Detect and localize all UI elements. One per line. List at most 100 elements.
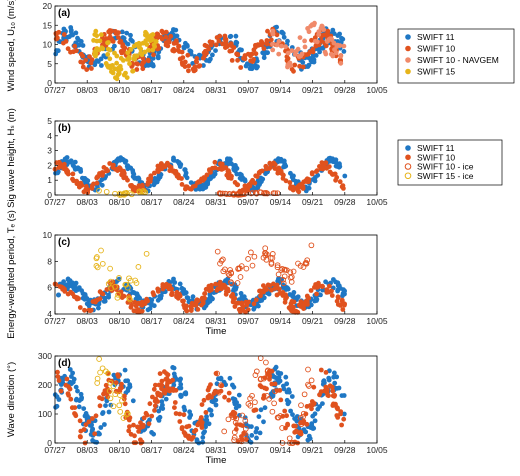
data-point: [218, 382, 224, 389]
data-point: [71, 49, 76, 55]
data-point: [257, 182, 262, 187]
data-point: [290, 294, 296, 299]
data-point: [150, 394, 155, 400]
data-point: [233, 426, 239, 432]
data-point: [181, 44, 187, 50]
data-point: [300, 64, 306, 70]
data-point: [279, 43, 284, 49]
data-point: [228, 33, 234, 39]
data-point: [92, 32, 98, 37]
data-point: [99, 63, 104, 68]
y-tick-label: 300: [38, 351, 52, 361]
data-point: [277, 413, 284, 419]
data-point: [326, 164, 332, 170]
data-point: [331, 374, 336, 380]
data-point: [303, 299, 309, 304]
data-point: [306, 383, 312, 389]
data-point: [277, 290, 283, 296]
data-point: [285, 50, 291, 56]
data-point: [236, 392, 242, 398]
legend-label: SWIFT 11: [417, 32, 455, 42]
data-point: [162, 164, 167, 169]
data-point: [160, 284, 166, 289]
data-point: [221, 166, 226, 172]
data-point: [313, 169, 319, 175]
data-point: [186, 68, 191, 74]
data-point: [248, 53, 253, 59]
data-point: [112, 50, 117, 56]
data-point: [214, 370, 220, 377]
data-point: [64, 376, 70, 382]
data-point: [199, 425, 205, 430]
data-point: [173, 38, 179, 44]
data-point: [171, 388, 176, 393]
data-point: [173, 27, 179, 33]
data-point: [128, 47, 134, 52]
data-point: [202, 429, 208, 434]
data-point: [88, 60, 94, 66]
data-point: [115, 166, 120, 172]
data-point: [81, 406, 87, 411]
data-point: [186, 436, 192, 441]
data-point: [288, 185, 294, 191]
data-point: [138, 50, 144, 56]
data-point: [68, 29, 74, 34]
data-point: [93, 413, 99, 419]
data-point: [112, 283, 118, 290]
data-point: [313, 43, 319, 49]
data-point: [131, 290, 137, 296]
data-point: [237, 47, 243, 53]
data-point: [270, 393, 276, 399]
x-tick-label: 08/03: [77, 85, 99, 95]
legend-marker: [405, 57, 411, 63]
data-point: [340, 307, 346, 312]
data-point: [58, 388, 64, 394]
data-point: [332, 380, 338, 386]
data-point: [269, 408, 276, 415]
data-point: [281, 383, 286, 389]
data-point: [301, 302, 307, 308]
data-point: [234, 51, 240, 57]
data-point: [105, 168, 111, 174]
data-point: [110, 70, 116, 76]
data-point: [213, 281, 219, 287]
data-point: [341, 416, 347, 422]
data-point: [149, 413, 155, 419]
data-point: [310, 413, 316, 419]
data-point: [124, 75, 130, 80]
data-point: [250, 64, 256, 69]
data-point: [300, 264, 307, 270]
x-tick-label: 09/21: [302, 85, 324, 95]
data-point: [328, 158, 333, 164]
data-point: [151, 42, 157, 47]
data-point: [153, 176, 158, 182]
data-point: [225, 416, 232, 423]
legend-marker: [405, 45, 411, 52]
data-point: [246, 299, 251, 305]
data-point: [121, 44, 127, 50]
data-point: [184, 295, 190, 300]
data-point: [166, 39, 172, 45]
data-point: [84, 301, 90, 307]
data-point: [264, 38, 270, 43]
data-point: [124, 30, 130, 36]
data-point: [251, 408, 257, 413]
data-point: [338, 60, 344, 66]
data-point: [289, 394, 295, 399]
data-point: [128, 37, 134, 43]
data-point: [235, 300, 240, 306]
series-swift-15: [91, 28, 159, 82]
data-point: [308, 288, 314, 293]
data-point: [257, 430, 263, 436]
data-point: [279, 425, 285, 431]
data-point: [151, 386, 157, 392]
data-point: [205, 387, 211, 393]
data-point: [195, 422, 201, 428]
data-point: [298, 402, 304, 409]
data-point: [180, 298, 185, 304]
data-point: [336, 385, 342, 391]
data-point: [207, 39, 213, 45]
data-point: [61, 32, 67, 37]
data-point: [113, 31, 119, 36]
